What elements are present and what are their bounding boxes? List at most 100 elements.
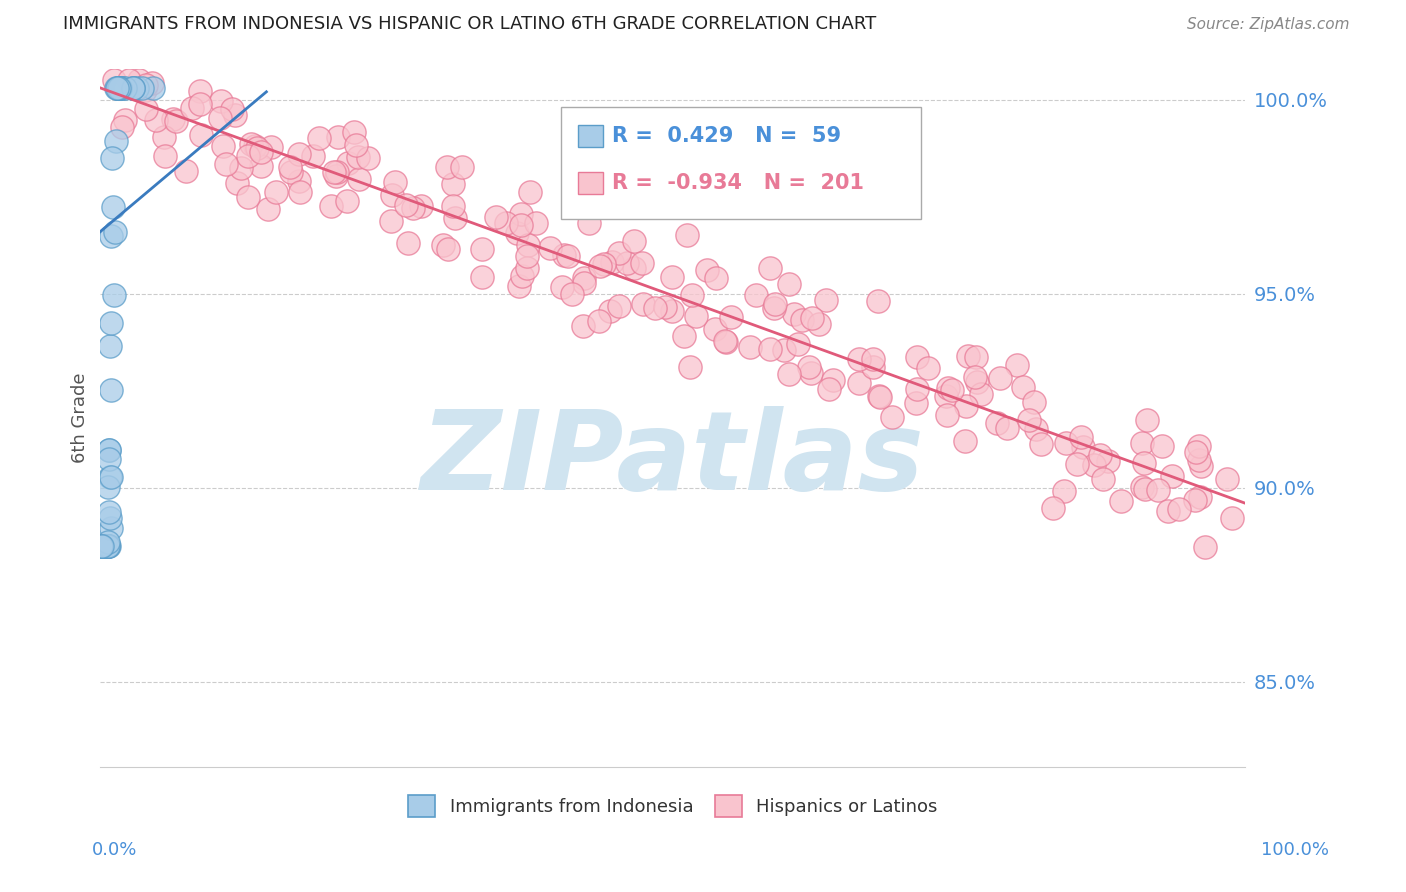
- Point: [661, 270, 683, 285]
- Point: [443, 178, 465, 192]
- Point: [471, 242, 494, 256]
- Point: [250, 145, 273, 160]
- Point: [1018, 412, 1040, 426]
- Point: [485, 211, 508, 225]
- Point: [98, 510, 121, 524]
- Point: [720, 310, 742, 324]
- Point: [955, 400, 977, 414]
- Point: [90, 539, 112, 553]
- Point: [100, 470, 122, 484]
- Point: [1133, 483, 1156, 497]
- Point: [122, 81, 145, 95]
- Point: [96, 539, 118, 553]
- Point: [758, 260, 780, 275]
- Point: [226, 177, 249, 191]
- Point: [246, 141, 269, 155]
- Point: [93, 539, 115, 553]
- Point: [288, 146, 311, 161]
- Point: [821, 372, 844, 386]
- Point: [1188, 490, 1211, 504]
- Point: [97, 452, 120, 467]
- Point: [111, 81, 134, 95]
- Point: [953, 434, 976, 448]
- Point: [96, 539, 118, 553]
- Point: [807, 317, 830, 331]
- Point: [1083, 458, 1105, 472]
- Point: [1152, 439, 1174, 453]
- Point: [792, 313, 814, 327]
- Point: [654, 300, 676, 314]
- Point: [1066, 457, 1088, 471]
- Point: [231, 161, 253, 175]
- Y-axis label: 6th Grade: 6th Grade: [72, 373, 89, 463]
- Point: [336, 194, 359, 208]
- Point: [212, 139, 235, 153]
- Point: [988, 371, 1011, 385]
- Point: [347, 150, 370, 164]
- Point: [616, 256, 638, 270]
- Point: [630, 256, 652, 270]
- Point: [1053, 483, 1076, 498]
- Point: [740, 340, 762, 354]
- Point: [848, 352, 870, 367]
- Point: [104, 225, 127, 239]
- Point: [221, 102, 243, 116]
- Point: [100, 316, 122, 330]
- Point: [236, 149, 259, 163]
- Point: [105, 81, 128, 95]
- Point: [134, 83, 156, 97]
- Point: [114, 113, 136, 128]
- Point: [98, 443, 121, 458]
- Point: [280, 164, 302, 178]
- Point: [538, 241, 561, 255]
- Point: [97, 539, 120, 553]
- Point: [631, 297, 654, 311]
- Point: [98, 470, 121, 484]
- Point: [402, 202, 425, 216]
- Point: [101, 201, 124, 215]
- Point: [869, 390, 891, 404]
- Point: [862, 352, 884, 367]
- Point: [679, 360, 702, 375]
- Point: [90, 539, 112, 553]
- Point: [409, 198, 432, 212]
- Point: [211, 95, 233, 109]
- Text: R =  -0.934   N =  201: R = -0.934 N = 201: [612, 173, 865, 193]
- Point: [96, 539, 118, 553]
- Point: [1167, 502, 1189, 516]
- Point: [441, 199, 464, 213]
- Point: [783, 307, 806, 321]
- Point: [91, 539, 114, 553]
- Point: [607, 246, 630, 260]
- Point: [301, 148, 323, 162]
- Point: [104, 81, 127, 95]
- Point: [963, 370, 986, 384]
- Point: [553, 248, 575, 262]
- Text: 0.0%: 0.0%: [91, 840, 136, 858]
- Point: [1022, 395, 1045, 409]
- Point: [744, 288, 766, 302]
- Point: [135, 102, 157, 116]
- Point: [676, 228, 699, 243]
- Point: [561, 286, 583, 301]
- Point: [326, 165, 349, 179]
- Point: [551, 280, 574, 294]
- Point: [337, 155, 360, 169]
- Point: [128, 73, 150, 87]
- Point: [100, 229, 122, 244]
- Point: [986, 416, 1008, 430]
- Point: [623, 260, 645, 275]
- Point: [696, 262, 718, 277]
- Point: [114, 81, 136, 95]
- Point: [103, 288, 125, 302]
- Point: [153, 148, 176, 162]
- Point: [868, 293, 890, 308]
- Point: [135, 78, 157, 92]
- Bar: [578, 172, 603, 194]
- Point: [519, 185, 541, 199]
- Point: [264, 185, 287, 199]
- Point: [208, 111, 231, 125]
- Point: [97, 539, 120, 553]
- Point: [94, 539, 117, 553]
- Point: [122, 81, 145, 95]
